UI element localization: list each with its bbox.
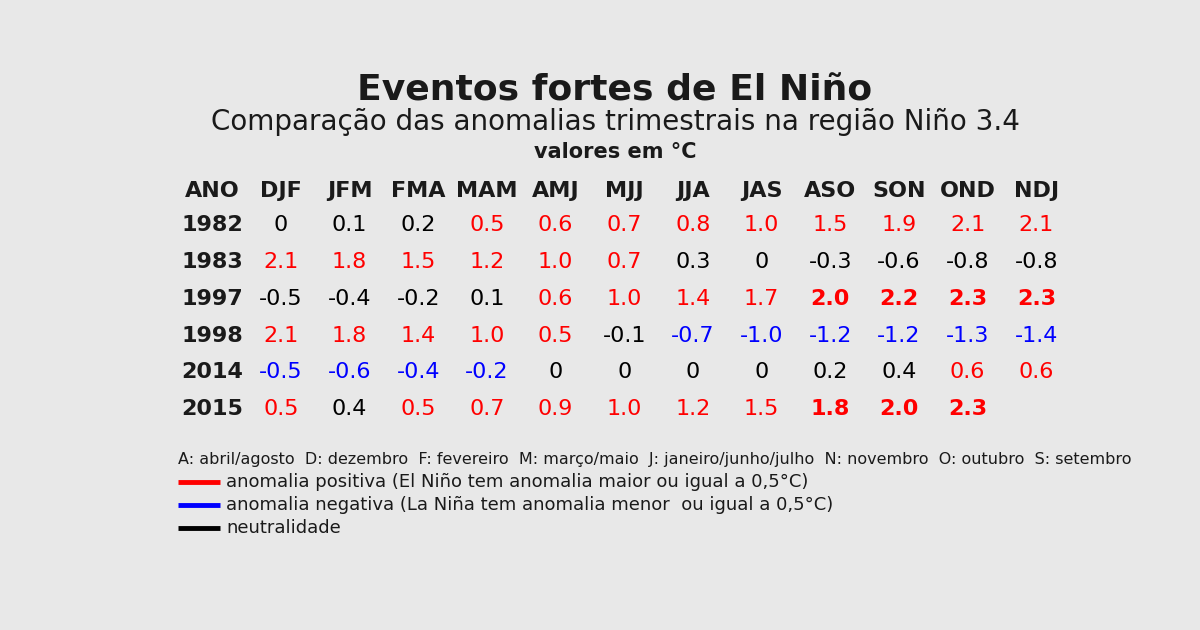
Text: -0.6: -0.6 [328, 362, 371, 382]
Text: 0: 0 [686, 362, 700, 382]
Text: 1.0: 1.0 [538, 252, 574, 272]
Text: 0.5: 0.5 [469, 215, 505, 235]
Text: 2.3: 2.3 [948, 289, 988, 309]
Text: -0.2: -0.2 [466, 362, 509, 382]
Text: 2.0: 2.0 [880, 399, 919, 420]
Text: 1.4: 1.4 [676, 289, 710, 309]
Text: 0.8: 0.8 [676, 215, 710, 235]
Text: -0.8: -0.8 [946, 252, 990, 272]
Text: 1.0: 1.0 [744, 215, 779, 235]
Text: 0.6: 0.6 [1019, 362, 1054, 382]
Text: 0.5: 0.5 [263, 399, 299, 420]
Text: 1.0: 1.0 [607, 399, 642, 420]
Text: 2014: 2014 [181, 362, 244, 382]
Text: valores em °C: valores em °C [534, 142, 696, 162]
Text: 2.1: 2.1 [263, 326, 299, 346]
Text: 0.6: 0.6 [538, 289, 574, 309]
Text: 0: 0 [755, 252, 769, 272]
Text: 1998: 1998 [181, 326, 244, 346]
Text: -0.6: -0.6 [877, 252, 920, 272]
Text: JFM: JFM [326, 181, 372, 201]
Text: 0: 0 [548, 362, 563, 382]
Text: 2015: 2015 [181, 399, 244, 420]
Text: -1.3: -1.3 [946, 326, 989, 346]
Text: anomalia negativa (La Niña tem anomalia menor  ou igual a 0,5°C): anomalia negativa (La Niña tem anomalia … [227, 496, 834, 514]
Text: -0.2: -0.2 [396, 289, 440, 309]
Text: 0.9: 0.9 [538, 399, 574, 420]
Text: 0.7: 0.7 [469, 399, 505, 420]
Text: 0.1: 0.1 [332, 215, 367, 235]
Text: 2.1: 2.1 [950, 215, 985, 235]
Text: 1.5: 1.5 [812, 215, 848, 235]
Text: 0.5: 0.5 [401, 399, 436, 420]
Text: 1.8: 1.8 [332, 252, 367, 272]
Text: JJA: JJA [676, 181, 710, 201]
Text: 0.5: 0.5 [538, 326, 574, 346]
Text: AMJ: AMJ [532, 181, 580, 201]
Text: 0.2: 0.2 [812, 362, 848, 382]
Text: -0.1: -0.1 [602, 326, 646, 346]
Text: 1.7: 1.7 [744, 289, 779, 309]
Text: 2.2: 2.2 [880, 289, 918, 309]
Text: 0.4: 0.4 [332, 399, 367, 420]
Text: 0: 0 [274, 215, 288, 235]
Text: Comparação das anomalias trimestrais na região Niño 3.4: Comparação das anomalias trimestrais na … [210, 108, 1020, 135]
Text: 1.0: 1.0 [607, 289, 642, 309]
Text: -0.4: -0.4 [396, 362, 440, 382]
Text: OND: OND [940, 181, 996, 201]
Text: 1.8: 1.8 [332, 326, 367, 346]
Text: 1.5: 1.5 [744, 399, 779, 420]
Text: 1.9: 1.9 [881, 215, 917, 235]
Text: -0.5: -0.5 [259, 289, 302, 309]
Text: 0.4: 0.4 [881, 362, 917, 382]
Text: 2.1: 2.1 [1019, 215, 1054, 235]
Text: -1.2: -1.2 [809, 326, 852, 346]
Text: 2.1: 2.1 [263, 252, 299, 272]
Text: 0.7: 0.7 [607, 252, 642, 272]
Text: -0.7: -0.7 [671, 326, 715, 346]
Text: 1997: 1997 [181, 289, 244, 309]
Text: anomalia positiva (El Niño tem anomalia maior ou igual a 0,5°C): anomalia positiva (El Niño tem anomalia … [227, 473, 809, 491]
Text: -1.4: -1.4 [1015, 326, 1058, 346]
Text: -0.3: -0.3 [809, 252, 852, 272]
Text: 1.2: 1.2 [469, 252, 504, 272]
Text: A: abril/agosto  D: dezembro  F: fevereiro  M: março/maio  J: janeiro/junho/julh: A: abril/agosto D: dezembro F: fevereiro… [178, 452, 1132, 467]
Text: -1.2: -1.2 [877, 326, 920, 346]
Text: 0.2: 0.2 [401, 215, 436, 235]
Text: DJF: DJF [260, 181, 301, 201]
Text: 0: 0 [755, 362, 769, 382]
Text: 1.5: 1.5 [401, 252, 436, 272]
Text: 0.3: 0.3 [676, 252, 710, 272]
Text: 2.3: 2.3 [1016, 289, 1056, 309]
Text: -1.0: -1.0 [740, 326, 784, 346]
Text: SON: SON [872, 181, 925, 201]
Text: ANO: ANO [185, 181, 240, 201]
Text: Eventos fortes de El Niño: Eventos fortes de El Niño [358, 73, 872, 107]
Text: 0.7: 0.7 [607, 215, 642, 235]
Text: 0.6: 0.6 [538, 215, 574, 235]
Text: 1.0: 1.0 [469, 326, 505, 346]
Text: -0.4: -0.4 [328, 289, 371, 309]
Text: -0.8: -0.8 [1015, 252, 1058, 272]
Text: FMA: FMA [391, 181, 445, 201]
Text: JAS: JAS [740, 181, 782, 201]
Text: 0.1: 0.1 [469, 289, 505, 309]
Text: NDJ: NDJ [1014, 181, 1058, 201]
Text: MJJ: MJJ [605, 181, 643, 201]
Text: MAM: MAM [456, 181, 517, 201]
Text: 1.2: 1.2 [676, 399, 710, 420]
Text: 1.4: 1.4 [401, 326, 436, 346]
Text: 1.8: 1.8 [811, 399, 850, 420]
Text: 2.0: 2.0 [811, 289, 850, 309]
Text: 1983: 1983 [181, 252, 244, 272]
Text: neutralidade: neutralidade [227, 518, 341, 537]
Text: -0.5: -0.5 [259, 362, 302, 382]
Text: 2.3: 2.3 [948, 399, 988, 420]
Text: 0.6: 0.6 [950, 362, 985, 382]
Text: 1982: 1982 [181, 215, 244, 235]
Text: 0: 0 [617, 362, 631, 382]
Text: ASO: ASO [804, 181, 857, 201]
